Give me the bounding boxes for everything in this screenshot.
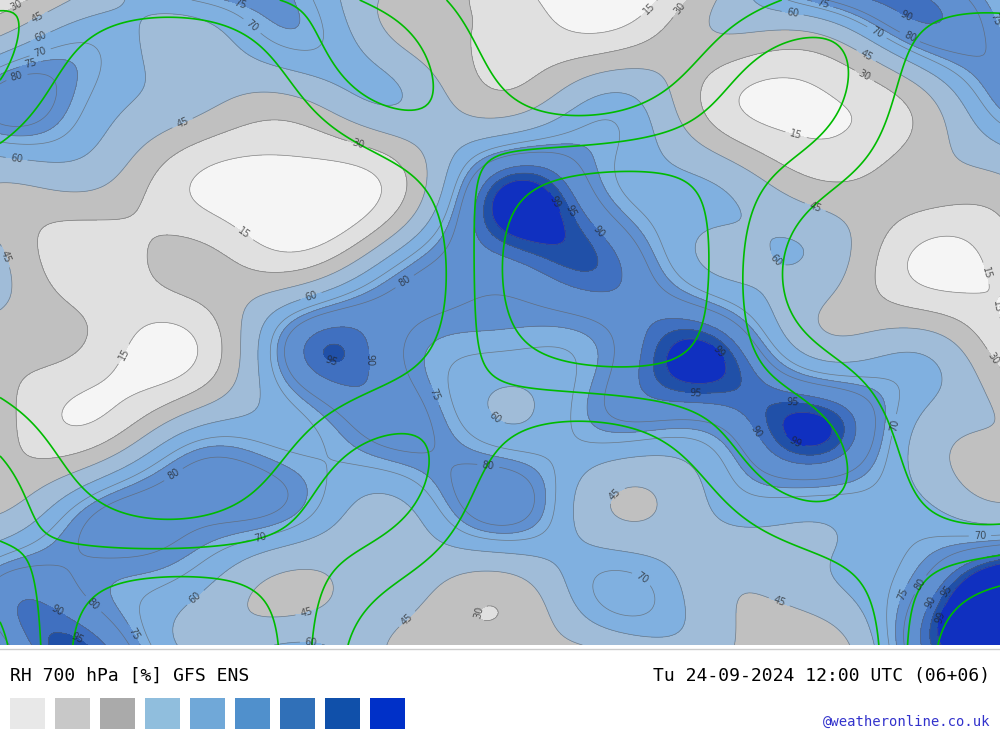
Text: 45: 45 [30, 10, 46, 25]
FancyBboxPatch shape [370, 698, 405, 729]
Text: 15: 15 [789, 128, 803, 141]
Text: 75: 75 [232, 0, 247, 11]
Text: 15: 15 [116, 346, 131, 362]
Text: 45: 45 [299, 606, 314, 619]
Text: RH 700 hPa [%] GFS ENS: RH 700 hPa [%] GFS ENS [10, 667, 249, 685]
Text: 30: 30 [9, 0, 24, 13]
Text: 80: 80 [902, 30, 917, 44]
Text: 90: 90 [899, 9, 914, 23]
Text: 90: 90 [364, 354, 374, 366]
Text: 60: 60 [33, 29, 48, 44]
Text: 75: 75 [815, 0, 830, 10]
Text: 95: 95 [786, 397, 799, 408]
Text: 15: 15 [641, 1, 657, 17]
Text: 90: 90 [591, 224, 606, 239]
Text: 60: 60 [786, 7, 799, 19]
Text: 30: 30 [986, 350, 1000, 366]
Text: 80: 80 [9, 70, 24, 84]
Text: 70: 70 [244, 18, 260, 34]
Text: 95: 95 [324, 354, 339, 368]
Text: 95: 95 [563, 204, 578, 219]
FancyBboxPatch shape [10, 698, 45, 729]
Text: 15: 15 [236, 226, 252, 241]
Text: 30: 30 [672, 1, 688, 17]
FancyBboxPatch shape [100, 698, 135, 729]
Text: 90: 90 [49, 603, 65, 618]
Text: 30: 30 [351, 138, 365, 151]
Text: 70: 70 [253, 531, 268, 544]
FancyBboxPatch shape [190, 698, 225, 729]
FancyBboxPatch shape [325, 698, 360, 729]
Text: @weatheronline.co.uk: @weatheronline.co.uk [822, 715, 990, 729]
Text: 99: 99 [548, 194, 562, 210]
Text: 80: 80 [482, 460, 495, 471]
Text: 15: 15 [991, 300, 1000, 313]
Text: 30: 30 [856, 68, 872, 83]
FancyBboxPatch shape [145, 698, 180, 729]
Text: 45: 45 [607, 486, 623, 502]
Text: 95: 95 [689, 388, 702, 398]
Text: 99: 99 [934, 610, 947, 625]
Text: 60: 60 [304, 290, 318, 303]
Text: 75: 75 [896, 586, 910, 601]
Text: 45: 45 [808, 200, 823, 214]
Text: 45: 45 [399, 611, 415, 627]
Text: 75: 75 [127, 626, 142, 642]
Text: 75: 75 [428, 387, 442, 402]
Text: 70: 70 [33, 45, 48, 59]
Text: 60: 60 [768, 252, 784, 268]
Text: 45: 45 [858, 48, 874, 63]
FancyBboxPatch shape [235, 698, 270, 729]
Text: 15: 15 [980, 266, 993, 281]
FancyBboxPatch shape [280, 698, 315, 729]
Text: 45: 45 [0, 249, 13, 265]
FancyBboxPatch shape [55, 698, 90, 729]
Text: 80: 80 [166, 467, 181, 482]
Text: 80: 80 [85, 596, 101, 612]
Text: 60: 60 [487, 410, 503, 425]
Text: 70: 70 [888, 418, 900, 432]
Text: 90: 90 [748, 424, 763, 439]
Text: 70: 70 [869, 25, 885, 40]
Text: 70: 70 [974, 531, 986, 541]
Text: 80: 80 [397, 274, 413, 289]
Text: 60: 60 [304, 637, 318, 648]
Text: 75: 75 [988, 12, 1000, 27]
Text: 99: 99 [711, 344, 727, 360]
Text: 99: 99 [787, 435, 803, 449]
Text: 45: 45 [175, 116, 190, 130]
Text: 90: 90 [923, 594, 938, 610]
Text: 45: 45 [772, 595, 787, 609]
Text: 95: 95 [939, 583, 954, 599]
Text: 70: 70 [634, 570, 650, 586]
Text: 75: 75 [23, 57, 37, 70]
Text: 80: 80 [913, 577, 928, 592]
Text: 60: 60 [10, 153, 23, 164]
Text: 30: 30 [472, 605, 485, 620]
Text: Tu 24-09-2024 12:00 UTC (06+06): Tu 24-09-2024 12:00 UTC (06+06) [653, 667, 990, 685]
Text: 95: 95 [70, 631, 85, 646]
Text: 60: 60 [187, 590, 203, 605]
